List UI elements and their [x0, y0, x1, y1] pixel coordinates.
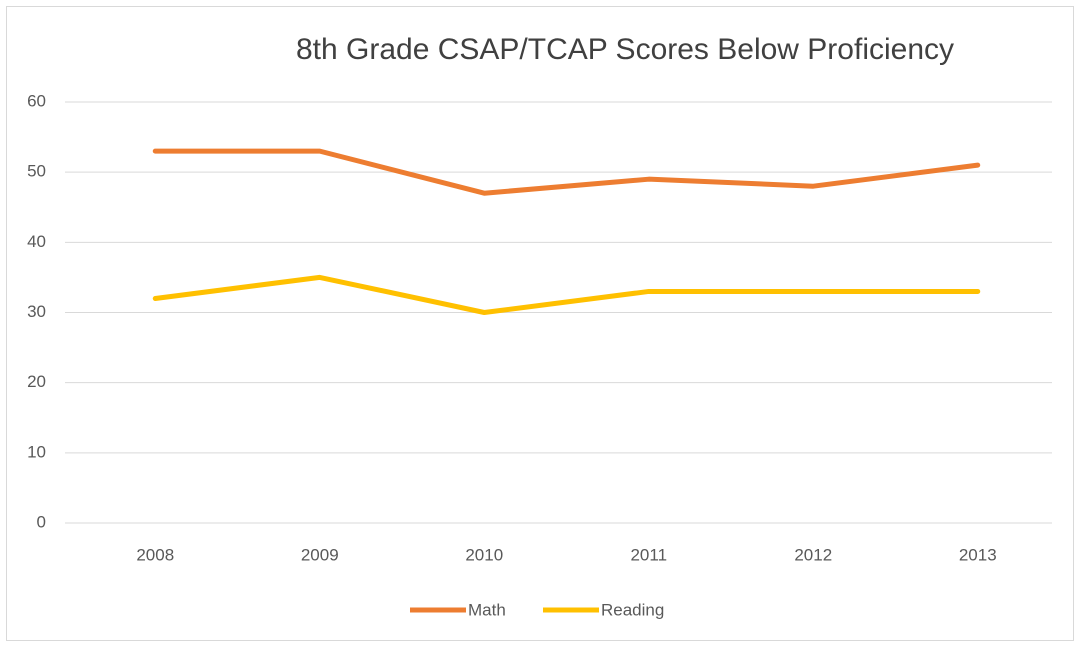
chart-title: 8th Grade CSAP/TCAP Scores Below Profici… [296, 33, 954, 66]
y-tick-label: 50 [27, 162, 46, 181]
data-line [152, 148, 981, 196]
x-tick-label: 2012 [794, 545, 832, 564]
y-tick-label: 40 [27, 232, 46, 251]
x-tick-label: 2011 [630, 545, 667, 564]
x-tick-label: 2010 [465, 545, 503, 564]
x-tick-label: 2008 [136, 545, 174, 564]
y-tick-label: 60 [27, 91, 46, 110]
y-tick-label: 30 [27, 302, 46, 321]
y-tick-label: 10 [27, 442, 46, 461]
y-tick-label: 20 [27, 372, 46, 391]
legend-label: Reading [601, 600, 664, 619]
chart-border [6, 6, 1074, 641]
data-line [152, 274, 981, 315]
x-tick-label: 2013 [959, 545, 997, 564]
legend-label: Math [468, 600, 506, 619]
x-tick-label: 2009 [301, 545, 339, 564]
y-tick-label: 0 [37, 512, 46, 531]
